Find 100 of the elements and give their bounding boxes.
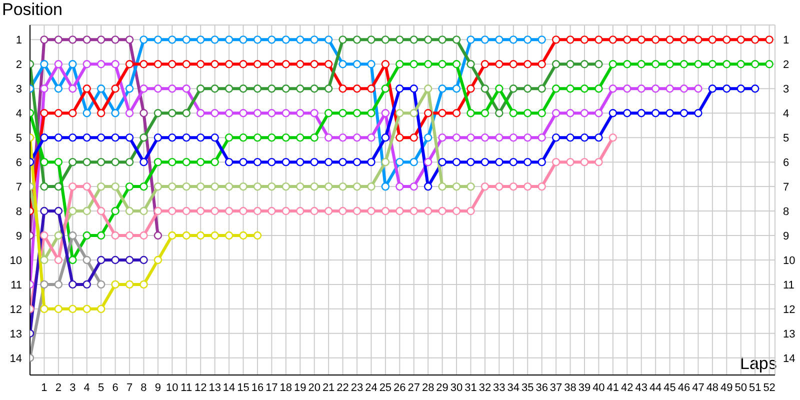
point <box>524 158 532 166</box>
y2-tick-label: 7 <box>783 181 790 194</box>
point <box>367 84 376 93</box>
point <box>438 158 446 166</box>
y-tick-label: 8 <box>16 206 22 218</box>
point <box>580 109 589 118</box>
x-tick-label: 15 <box>237 382 250 394</box>
point <box>424 182 432 191</box>
point <box>210 231 219 240</box>
point <box>552 158 560 166</box>
point <box>651 84 660 93</box>
point <box>96 158 106 166</box>
point <box>324 158 333 166</box>
point <box>381 109 390 118</box>
point <box>594 158 603 166</box>
point <box>154 84 162 93</box>
point <box>268 36 276 44</box>
point <box>566 84 574 93</box>
point <box>154 109 162 118</box>
point <box>310 206 318 216</box>
x-tick-label: 49 <box>720 382 733 394</box>
point <box>111 280 120 289</box>
point <box>338 206 347 216</box>
y-tick-label: 10 <box>10 254 22 267</box>
point <box>424 109 432 118</box>
point <box>224 158 234 166</box>
point <box>296 60 304 68</box>
y-tick-label: 7 <box>16 181 22 194</box>
point <box>168 109 176 118</box>
point <box>140 280 148 289</box>
point <box>637 60 646 68</box>
point <box>324 133 333 142</box>
point <box>40 84 48 93</box>
point <box>239 206 248 216</box>
point <box>111 109 120 118</box>
point <box>524 60 532 68</box>
point <box>396 36 404 44</box>
point <box>40 206 48 216</box>
point <box>168 158 176 166</box>
y2-tick-label: 10 <box>783 254 796 267</box>
point <box>310 36 318 44</box>
point <box>182 182 190 191</box>
point <box>196 206 205 216</box>
point <box>424 206 432 216</box>
point <box>367 158 376 166</box>
point <box>154 231 162 240</box>
x-tick-label: 45 <box>664 382 676 394</box>
point <box>140 231 148 240</box>
point <box>338 109 347 118</box>
point <box>96 206 106 216</box>
point <box>296 109 304 118</box>
point <box>68 84 77 93</box>
point <box>352 158 362 166</box>
point <box>168 36 176 44</box>
point <box>68 60 77 68</box>
x-tick-label: 41 <box>606 382 620 394</box>
point <box>111 158 120 166</box>
point <box>466 158 475 166</box>
point <box>410 109 418 118</box>
point <box>424 60 432 68</box>
point <box>552 60 560 68</box>
point <box>452 182 461 191</box>
point <box>708 60 717 68</box>
point <box>96 182 106 191</box>
point <box>750 36 760 44</box>
point <box>580 133 589 142</box>
point <box>82 158 91 166</box>
point <box>224 109 234 118</box>
point <box>224 84 234 93</box>
point <box>324 84 333 93</box>
point <box>154 36 162 44</box>
point <box>594 133 603 142</box>
point <box>538 84 546 93</box>
point <box>552 84 560 93</box>
point <box>495 60 504 68</box>
x-tick-label: 20 <box>308 382 320 394</box>
point <box>253 231 262 240</box>
point <box>438 36 446 44</box>
point <box>54 36 63 44</box>
x-tick-label: 47 <box>692 382 704 394</box>
point <box>438 109 446 118</box>
point <box>239 109 248 118</box>
point <box>111 182 120 191</box>
x-tick-label: 29 <box>436 382 448 394</box>
x-tick-label: 42 <box>621 382 634 394</box>
point <box>438 206 446 216</box>
point <box>466 84 475 93</box>
point <box>410 84 418 93</box>
point <box>268 133 276 142</box>
point <box>125 182 134 191</box>
point <box>125 60 134 68</box>
point <box>736 60 745 68</box>
point <box>623 84 632 93</box>
point <box>182 84 190 93</box>
point <box>310 109 318 118</box>
point <box>140 133 148 142</box>
point <box>538 182 546 191</box>
point <box>623 60 632 68</box>
point <box>40 231 48 240</box>
x-tick-label: 12 <box>194 382 207 394</box>
